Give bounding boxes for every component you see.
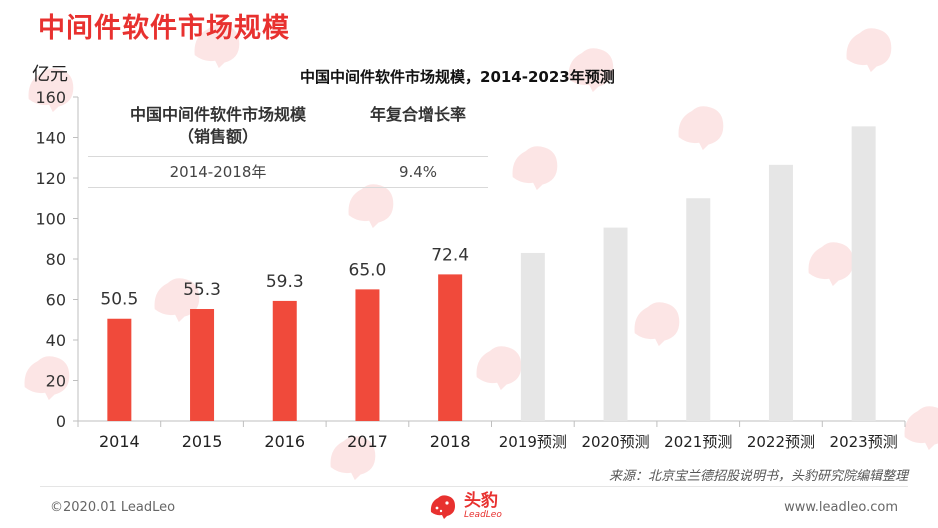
y-tick-label: 140 [35,129,66,148]
leadleo-logo: 头豹 LeadLeo [428,492,502,520]
x-tick-label-3: 2017 [347,432,388,451]
data-label-2: 59.3 [266,272,304,292]
leopard-logo-icon [430,495,455,519]
bar-chart: 0 20 40 60 80 100 120 140 160 50.5 2014 55.3 2015 59.… [35,88,906,451]
bar-0 [107,318,132,421]
cagr-header-market-size: 中国中间件软件市场规模 （销售额） [88,104,348,154]
data-label-1: 55.3 [183,280,221,300]
y-tick-label: 120 [35,169,66,188]
x-tick-label-5: 2019预测 [499,433,567,451]
bar-2 [272,300,297,421]
y-tick-label: 20 [46,372,66,391]
logo-chinese-text: 头豹 [464,491,498,511]
cagr-header-market-size-line2: （销售额） [177,127,258,146]
chart-title: 中国中间件软件市场规模，2014-2023年预测 [300,68,615,86]
x-tick-label-7: 2021预测 [664,433,732,451]
y-tick-label: 0 [56,412,66,431]
copyright-text: ©2020.01 LeadLeo [50,500,176,515]
cagr-table: 中国中间件软件市场规模 （销售额） 年复合增长率 2014-2018年 9.4% [88,104,488,188]
logo-english-text: LeadLeo [464,510,502,520]
website-link[interactable]: www.leadleo.com [784,500,898,515]
y-tick-label: 40 [46,331,66,350]
x-tick-label-8: 2022预测 [747,433,815,451]
y-tick-label: 60 [46,291,66,310]
source-note: 来源：北京宝兰德招股说明书，头豹研究院编辑整理 [608,469,908,484]
cagr-header-growth-rate: 年复合增长率 [369,105,466,124]
y-tick-label: 80 [46,250,66,269]
x-tick-label-4: 2018 [430,432,471,451]
bar-1 [190,309,215,421]
page-title: 中间件软件市场规模 [38,13,290,44]
cagr-header-market-size-line1: 中国中间件软件市场规模 [129,105,306,124]
bar-8 [768,164,793,421]
bar-5 [520,252,545,421]
data-label-3: 65.0 [349,260,387,280]
bar-7 [686,198,711,421]
x-tick-label-0: 2014 [99,432,140,451]
y-axis-unit-label: 亿元 [32,64,68,85]
bar-3 [355,289,380,421]
cagr-rate: 9.4% [398,163,438,181]
cagr-table-header: 中国中间件软件市场规模 （销售额） 年复合增长率 [88,104,488,154]
x-tick-label-1: 2015 [182,432,223,451]
x-tick-label-9: 2023预测 [830,433,898,451]
bar-9 [851,126,876,422]
footer-divider [40,486,908,487]
y-tick-label: 160 [35,88,66,107]
bar-6 [603,227,628,421]
data-label-4: 72.4 [431,245,469,265]
x-tick-label-6: 2020预测 [581,433,649,451]
cagr-table-row: 2014-2018年 9.4% [88,156,488,188]
data-label-0: 50.5 [100,290,138,310]
bar-4 [438,274,463,421]
y-tick-label: 100 [35,210,66,229]
x-tick-label-2: 2016 [264,432,305,451]
cagr-period: 2014-2018年 [169,163,267,181]
